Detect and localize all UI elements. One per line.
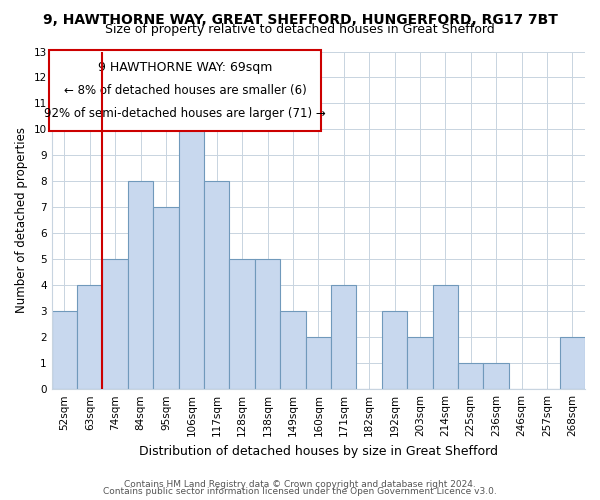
Bar bbox=[179, 104, 204, 389]
Bar bbox=[128, 182, 153, 389]
Text: 9 HAWTHORNE WAY: 69sqm: 9 HAWTHORNE WAY: 69sqm bbox=[98, 60, 272, 74]
Bar bbox=[484, 363, 509, 389]
Text: ← 8% of detached houses are smaller (6): ← 8% of detached houses are smaller (6) bbox=[64, 84, 307, 97]
Text: 92% of semi-detached houses are larger (71) →: 92% of semi-detached houses are larger (… bbox=[44, 107, 326, 120]
Bar bbox=[305, 337, 331, 389]
Text: Contains HM Land Registry data © Crown copyright and database right 2024.: Contains HM Land Registry data © Crown c… bbox=[124, 480, 476, 489]
Bar bbox=[382, 312, 407, 389]
X-axis label: Distribution of detached houses by size in Great Shefford: Distribution of detached houses by size … bbox=[139, 444, 498, 458]
Bar bbox=[255, 260, 280, 389]
Text: Size of property relative to detached houses in Great Shefford: Size of property relative to detached ho… bbox=[105, 22, 495, 36]
Bar bbox=[280, 312, 305, 389]
Text: Contains public sector information licensed under the Open Government Licence v3: Contains public sector information licen… bbox=[103, 487, 497, 496]
Y-axis label: Number of detached properties: Number of detached properties bbox=[15, 128, 28, 314]
FancyBboxPatch shape bbox=[49, 50, 321, 131]
Bar bbox=[204, 182, 229, 389]
Bar bbox=[331, 286, 356, 389]
Bar bbox=[153, 208, 179, 389]
Bar bbox=[407, 337, 433, 389]
Bar bbox=[229, 260, 255, 389]
Bar bbox=[560, 337, 585, 389]
Bar bbox=[433, 286, 458, 389]
Bar bbox=[458, 363, 484, 389]
Bar bbox=[103, 260, 128, 389]
Text: 9, HAWTHORNE WAY, GREAT SHEFFORD, HUNGERFORD, RG17 7BT: 9, HAWTHORNE WAY, GREAT SHEFFORD, HUNGER… bbox=[43, 12, 557, 26]
Bar bbox=[52, 312, 77, 389]
Bar bbox=[77, 286, 103, 389]
